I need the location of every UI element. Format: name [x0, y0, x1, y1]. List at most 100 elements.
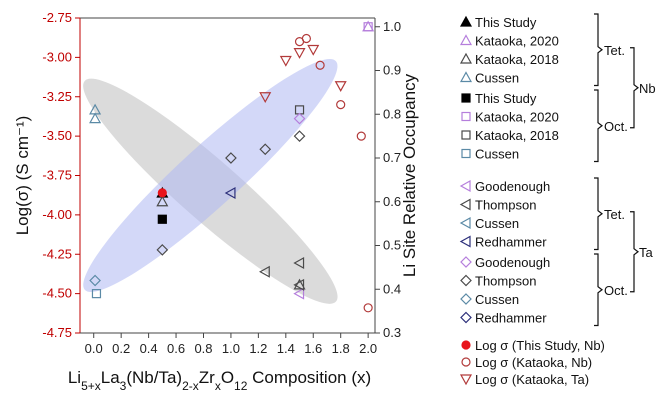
- legend-label: Kataoka, 2018: [475, 128, 559, 143]
- legend-marker-square: [461, 111, 471, 122]
- legend-label: Cussen: [475, 292, 519, 307]
- legend-marker-diamond: [460, 311, 472, 324]
- legend-marker-triangle-left: [459, 235, 471, 248]
- data-point-circle: [356, 131, 366, 141]
- data-point-triangle-left: [224, 186, 236, 200]
- data-point-square: [91, 289, 102, 299]
- data-point-triangle-up: [293, 278, 306, 290]
- legend-marker-triangle-left: [459, 179, 471, 193]
- data-point-triangle-left: [293, 287, 305, 300]
- data-point-triangle-down: [293, 48, 306, 59]
- x-axis-title-part: 2-x: [182, 379, 199, 393]
- legend-label: Kataoka, 2018: [475, 52, 559, 67]
- data-point-diamond: [259, 143, 272, 156]
- right-tick-label: 0.5: [383, 238, 401, 253]
- legend-label: Cussen: [475, 147, 519, 162]
- x-tick-label: 0.0: [85, 341, 103, 356]
- data-point-circle: [336, 100, 346, 110]
- data-point-triangle-down: [334, 81, 347, 92]
- data-point-triangle-down: [279, 55, 292, 67]
- data-point-square: [157, 214, 167, 224]
- right-tick-label: 0.9: [383, 63, 401, 78]
- right-tick-label: 0.3: [383, 325, 401, 340]
- data-point-diamond: [293, 112, 306, 125]
- x-tick-label: 0.4: [140, 341, 158, 356]
- data-point-circle: [363, 303, 373, 313]
- legend-label: Thompson: [475, 198, 536, 213]
- legend-parent-bracket: [630, 47, 639, 129]
- x-tick-label: 1.6: [304, 341, 322, 356]
- legend-marker-triangle-up: [459, 34, 473, 46]
- legend-bracket: [594, 89, 603, 163]
- x-axis-title-part: O: [221, 368, 234, 387]
- legend-marker-diamond: [460, 293, 472, 305]
- legend-marker-diamond: [460, 274, 472, 287]
- legend-label: Log σ (This Study, Nb): [475, 338, 605, 353]
- legend-label: Kataoka, 2020: [475, 34, 559, 49]
- data-point-triangle-up: [89, 112, 102, 124]
- legend-label: Log σ (Kataoka, Nb): [475, 355, 592, 370]
- legend-label: Cussen: [475, 71, 519, 86]
- legend-label: Redhammer: [475, 311, 547, 326]
- legend-label: This Study: [475, 15, 537, 30]
- data-point-diamond: [156, 244, 169, 256]
- legend-bracket: [594, 13, 603, 87]
- right-tick-label: 0.7: [383, 150, 401, 165]
- x-axis-title-part: 5+x: [81, 379, 101, 393]
- left-tick-label: -3.75: [42, 168, 72, 183]
- left-y-axis-title: Log(σ) (S cm⁻¹): [13, 116, 32, 236]
- x-axis-title-part: 12: [234, 379, 248, 393]
- x-tick-label: 0.6: [167, 341, 185, 356]
- left-tick-label: -2.75: [42, 10, 72, 25]
- x-axis-title-part: Zr: [199, 368, 215, 387]
- legend-label: Redhammer: [475, 235, 547, 250]
- data-point-triangle-up: [156, 195, 169, 207]
- data-point-circle: [315, 60, 325, 70]
- x-axis-title-part: La: [101, 368, 120, 387]
- legend-label: Cussen: [475, 216, 519, 231]
- legend-marker-triangle-left: [459, 216, 471, 230]
- legend-group-label: Tet.: [604, 43, 625, 58]
- data-point-circle: [157, 188, 167, 198]
- legend-marker-square: [461, 93, 471, 103]
- legend-bracket: [594, 177, 603, 251]
- left-tick-label: -3.50: [42, 128, 72, 143]
- x-tick-label: 0.2: [112, 341, 130, 356]
- data-point-triangle-down: [259, 92, 272, 103]
- data-point-triangle-left: [258, 265, 270, 278]
- legend-marker-diamond: [460, 256, 472, 268]
- x-axis-title-part: Composition (x): [247, 368, 371, 387]
- legend-marker-circle: [461, 340, 471, 350]
- legend-label: Thompson: [475, 274, 536, 289]
- right-y-axis-title: Li Site Relative Occupancy: [400, 73, 419, 277]
- legend-marker-triangle-left: [459, 198, 471, 211]
- data-point-triangle-left: [293, 278, 305, 291]
- data-point-circle: [301, 33, 311, 44]
- legend-marker-triangle-up: [459, 52, 473, 64]
- x-axis-title-part: Li: [68, 368, 81, 387]
- left-tick-label: -4.50: [42, 286, 72, 301]
- data-point-diamond: [225, 152, 237, 164]
- legend-marker-triangle-up: [459, 15, 473, 27]
- data-point-diamond: [293, 130, 306, 142]
- legend-group-label: Oct.: [604, 119, 628, 134]
- legend-marker-triangle-up: [459, 71, 473, 83]
- x-tick-label: 0.8: [194, 341, 212, 356]
- axes: -2.75 -3.00 -3.25 -3.50 -3.75 -4.00 -4.25 -4.50…: [42, 10, 401, 356]
- legend-parent-label: Nb: [639, 81, 656, 96]
- data-point-triangle-down: [307, 44, 320, 56]
- right-tick-label: 0.4: [383, 281, 401, 296]
- x-axis-title-part: (Nb/Ta): [126, 368, 182, 387]
- right-tick-label: 1.0: [383, 19, 401, 34]
- trend-ellipses: [83, 58, 338, 304]
- x-axis-title: Li5+xLa3(Nb/Ta)2-xZrxO12 Composition (x): [68, 368, 371, 393]
- legend-marker-triangle-down: [459, 374, 473, 386]
- x-tick-label: 1.0: [222, 341, 240, 356]
- x-axis-title-part: x: [215, 379, 221, 393]
- legend-group-label: Oct.: [604, 283, 628, 298]
- data-point-square: [363, 22, 373, 32]
- left-tick-label: -4.75: [42, 325, 72, 340]
- x-tick-label: 1.2: [249, 341, 267, 356]
- left-tick-label: -4.25: [42, 246, 72, 261]
